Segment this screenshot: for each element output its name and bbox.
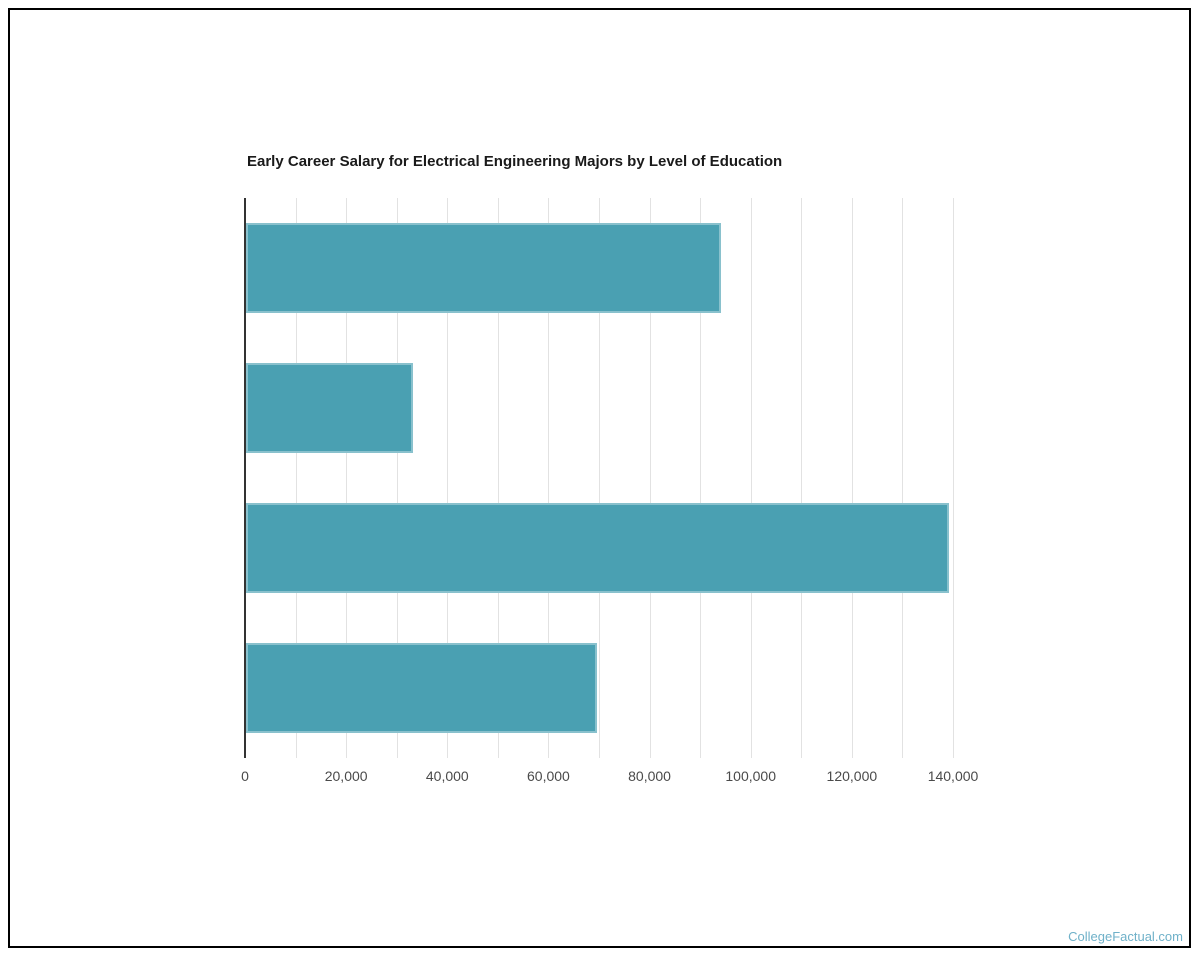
x-tick-label: 80,000 [628, 768, 671, 784]
gridline [700, 198, 702, 758]
chart-title: Early Career Salary for Electrical Engin… [247, 153, 783, 170]
gridline [396, 198, 398, 758]
y-axis-baseline [244, 198, 246, 758]
gridline [953, 198, 954, 758]
x-tick-label: 0 [241, 768, 249, 784]
gridline [295, 198, 297, 758]
x-tick-label: 120,000 [826, 768, 878, 784]
x-tick-label: 140,000 [927, 768, 979, 784]
gridline [447, 198, 449, 758]
bar-1[interactable] [246, 223, 721, 313]
gridline [346, 198, 348, 758]
x-tick-label: 20,000 [324, 768, 368, 784]
gridline [801, 198, 803, 758]
x-tick-label: 40,000 [425, 768, 469, 784]
gridline [902, 198, 904, 758]
x-tick-label: 100,000 [725, 768, 777, 784]
plot-area: 0 20,000 40,000 60,000 80,000 100,000 120,000 1… [241, 198, 978, 784]
gridline [649, 198, 651, 758]
gridline [851, 198, 853, 758]
bar-2[interactable] [246, 363, 413, 453]
watermark-link[interactable]: CollegeFactual.com [1068, 929, 1183, 944]
gridline [750, 198, 752, 758]
gridline [497, 198, 499, 758]
x-tick-label: 60,000 [527, 768, 570, 784]
bar-4[interactable] [246, 643, 597, 733]
bar-3[interactable] [246, 503, 949, 593]
gridline [548, 198, 550, 758]
gridline [599, 198, 600, 758]
